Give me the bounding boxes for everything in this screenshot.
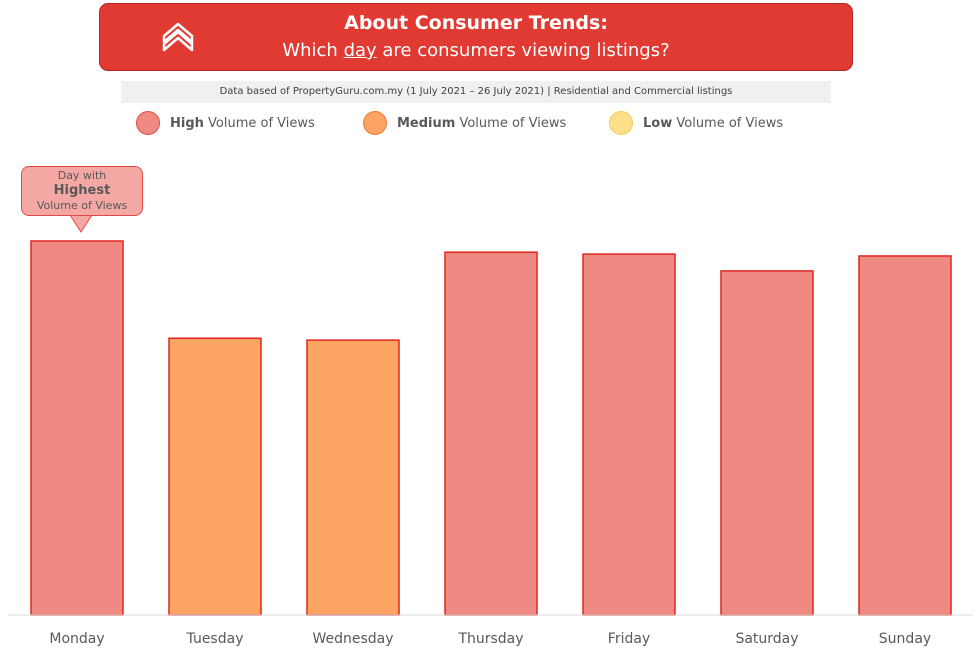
x-tick-label-tuesday: Tuesday [186, 631, 244, 647]
callout-line-3: Volume of Views [36, 199, 128, 212]
x-tick-label-friday: Friday [608, 631, 650, 647]
callout-highest-day: Day with Highest Volume of Views [21, 166, 143, 216]
x-tick-label-saturday: Saturday [735, 631, 798, 647]
chart-title: About Consumer Trends: [344, 12, 608, 34]
legend-label-medium: Medium Volume of Views [397, 115, 567, 131]
bar-wednesday [306, 339, 400, 616]
source-note: Data based of PropertyGuru.com.my (1 Jul… [121, 81, 831, 103]
callout-line-1: Day with [57, 169, 107, 182]
legend-swatch-medium [363, 111, 387, 135]
title-banner: About Consumer Trends: Which day are con… [99, 3, 853, 71]
legend-swatch-high [136, 111, 160, 135]
x-tick-label-sunday: Sunday [879, 631, 931, 647]
x-tick-label-thursday: Thursday [457, 631, 523, 647]
callout-line-2: Highest [53, 183, 111, 198]
bar-sunday [858, 255, 952, 616]
bar-thursday [444, 251, 538, 616]
subtitle-pre: Which [282, 40, 344, 61]
bar-friday [582, 253, 676, 616]
legend-label-high: High Volume of Views [170, 115, 315, 131]
callout-pointer [69, 214, 93, 233]
propertyguru-logo-icon [162, 22, 194, 52]
x-tick-label-wednesday: Wednesday [312, 631, 393, 647]
subtitle-underlined: day [343, 40, 377, 61]
legend-swatch-low [609, 111, 633, 135]
x-tick-labels: Monday Tuesday Wednesday Thursday Friday Satu… [49, 631, 931, 647]
legend-item-medium: Medium Volume of Views [363, 110, 566, 136]
subtitle-post: are consumers viewing listings? [376, 40, 670, 61]
bar-saturday [720, 270, 814, 616]
chart-subtitle: Which day are consumers viewing listings… [100, 40, 852, 61]
legend-label-low: Low Volume of Views [643, 115, 784, 131]
legend-item-high: High Volume of Views [136, 110, 315, 136]
x-tick-label-monday: Monday [49, 631, 104, 647]
bars-group [30, 240, 952, 616]
bar-monday [30, 240, 124, 616]
bar-tuesday [168, 337, 262, 616]
legend-item-low: Low Volume of Views [609, 110, 783, 136]
